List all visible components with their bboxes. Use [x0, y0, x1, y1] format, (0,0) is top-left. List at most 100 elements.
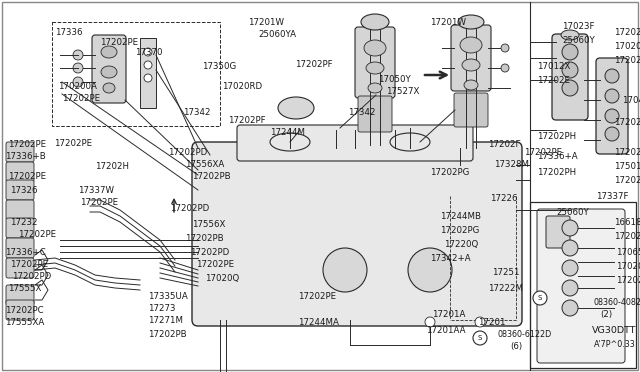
Text: 17202PH: 17202PH: [537, 168, 576, 177]
FancyBboxPatch shape: [552, 34, 588, 120]
Text: 17335UA: 17335UA: [148, 292, 188, 301]
Text: 17202P: 17202P: [614, 118, 640, 127]
Circle shape: [605, 89, 619, 103]
Ellipse shape: [103, 83, 115, 93]
Text: 17201W: 17201W: [430, 18, 466, 27]
Text: 17202P: 17202P: [614, 56, 640, 65]
Text: 17202PE: 17202PE: [524, 148, 562, 157]
Circle shape: [144, 74, 152, 82]
Text: 17202PD: 17202PD: [12, 272, 51, 281]
Text: 17202P: 17202P: [614, 28, 640, 37]
FancyBboxPatch shape: [537, 209, 625, 363]
Text: 17202Г: 17202Г: [488, 140, 521, 149]
Text: 17336+A: 17336+A: [537, 152, 578, 161]
Circle shape: [605, 127, 619, 141]
Circle shape: [562, 240, 578, 256]
Text: 17201W: 17201W: [248, 18, 284, 27]
Text: 17202E: 17202E: [537, 76, 570, 85]
Ellipse shape: [390, 133, 430, 151]
Text: 17556X: 17556X: [192, 220, 225, 229]
Text: 17342+A: 17342+A: [430, 254, 470, 263]
Circle shape: [501, 64, 509, 72]
Text: 25060Y: 25060Y: [562, 36, 595, 45]
Text: 170200A: 170200A: [58, 82, 97, 91]
Text: 17222M: 17222M: [488, 284, 523, 293]
Text: 17337W: 17337W: [78, 186, 114, 195]
Text: 17336+B: 17336+B: [5, 152, 45, 161]
Ellipse shape: [270, 133, 310, 151]
Ellipse shape: [561, 30, 579, 40]
Text: 17202PE: 17202PE: [80, 198, 118, 207]
Text: 17202PA: 17202PA: [616, 276, 640, 285]
FancyBboxPatch shape: [454, 93, 488, 127]
Text: 17220Q: 17220Q: [444, 240, 478, 249]
FancyBboxPatch shape: [6, 200, 34, 220]
Text: (6): (6): [510, 342, 522, 351]
Text: 17020R: 17020R: [616, 262, 640, 271]
Text: 17023F: 17023F: [562, 22, 595, 31]
Text: 17271M: 17271M: [148, 316, 183, 325]
Text: 17202PE: 17202PE: [18, 230, 56, 239]
Text: 17202PE: 17202PE: [8, 140, 46, 149]
Text: 16618X: 16618X: [614, 218, 640, 227]
Text: 17020RD: 17020RD: [222, 82, 262, 91]
Text: 17244MB: 17244MB: [440, 212, 481, 221]
Text: 17244M: 17244M: [270, 128, 305, 137]
Circle shape: [144, 48, 152, 56]
Circle shape: [323, 248, 367, 292]
Text: 17202PD: 17202PD: [190, 248, 229, 257]
Text: 17202PE: 17202PE: [62, 94, 100, 103]
Circle shape: [501, 44, 509, 52]
Circle shape: [562, 300, 578, 316]
Text: 17202PE: 17202PE: [8, 172, 46, 181]
Text: 17202H: 17202H: [95, 162, 129, 171]
Text: 17201AA: 17201AA: [426, 326, 465, 335]
Circle shape: [605, 109, 619, 123]
Text: 25060Y: 25060Y: [556, 208, 589, 217]
Circle shape: [562, 80, 578, 96]
Text: 17370: 17370: [135, 48, 163, 57]
Text: 17202PG: 17202PG: [440, 226, 479, 235]
Circle shape: [562, 280, 578, 296]
Text: 17244MA: 17244MA: [298, 318, 339, 327]
Text: 17202PE: 17202PE: [100, 38, 138, 47]
Text: 17202PF: 17202PF: [228, 116, 266, 125]
Text: 17202PA: 17202PA: [614, 232, 640, 241]
Text: 17202PE: 17202PE: [54, 139, 92, 148]
Ellipse shape: [458, 15, 484, 29]
Circle shape: [533, 291, 547, 305]
Circle shape: [144, 61, 152, 69]
Text: 17336: 17336: [55, 28, 83, 37]
Text: 17065N: 17065N: [616, 248, 640, 257]
Text: S: S: [478, 335, 482, 341]
FancyBboxPatch shape: [6, 300, 34, 320]
Circle shape: [408, 248, 452, 292]
Text: 17201A: 17201A: [432, 310, 465, 319]
Text: 25060YA: 25060YA: [258, 30, 296, 39]
Text: 17202PA: 17202PA: [614, 148, 640, 157]
Text: 17202PD: 17202PD: [168, 148, 207, 157]
Text: 17202PD: 17202PD: [170, 204, 209, 213]
Text: 17020R: 17020R: [614, 42, 640, 51]
Ellipse shape: [462, 59, 480, 71]
Bar: [52, 22, 220, 126]
Bar: [530, 202, 636, 368]
Circle shape: [562, 220, 578, 236]
Ellipse shape: [101, 46, 117, 58]
Text: 17555X: 17555X: [8, 284, 42, 293]
Text: 17232: 17232: [10, 218, 38, 227]
Ellipse shape: [361, 14, 389, 30]
Circle shape: [562, 62, 578, 78]
Text: 17350G: 17350G: [202, 62, 236, 71]
Text: 17326: 17326: [10, 186, 38, 195]
Text: 17342: 17342: [183, 108, 211, 117]
Text: 17201: 17201: [478, 318, 506, 327]
Ellipse shape: [464, 80, 478, 90]
Text: 17336+C: 17336+C: [5, 248, 45, 257]
Text: 17202PG: 17202PG: [430, 168, 469, 177]
Text: 17020Q: 17020Q: [205, 274, 239, 283]
Text: 17202PE: 17202PE: [10, 260, 48, 269]
Text: 17226: 17226: [490, 194, 518, 203]
Text: 17202PH: 17202PH: [537, 132, 576, 141]
FancyBboxPatch shape: [6, 162, 34, 182]
